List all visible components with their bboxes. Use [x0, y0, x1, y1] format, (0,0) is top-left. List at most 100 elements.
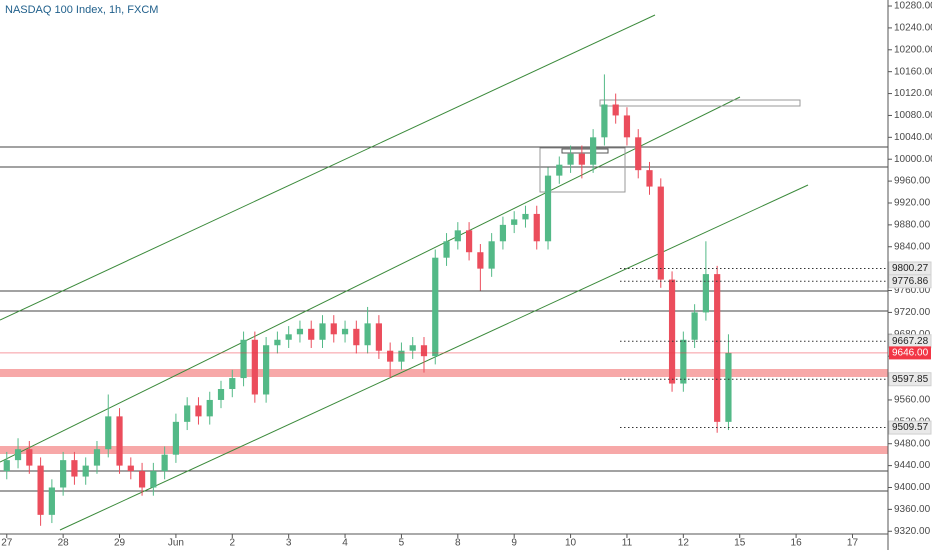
candle-body	[71, 460, 78, 477]
candle-body	[206, 399, 213, 417]
candle-body	[488, 241, 495, 269]
y-tick-label: 9400.00	[894, 482, 931, 493]
candle-body	[37, 465, 44, 515]
candle-body	[387, 350, 394, 362]
candle-body	[274, 339, 281, 346]
candle-body	[217, 389, 225, 400]
channel-line	[0, 14, 656, 321]
y-tick-label: 10040.00	[894, 132, 932, 143]
box	[599, 99, 801, 107]
y-tick-label: 10240.00	[894, 23, 932, 34]
candle-body	[93, 449, 101, 466]
candle-body	[3, 460, 10, 472]
candle-body	[172, 421, 180, 455]
candle-body	[285, 334, 292, 340]
candle-body	[590, 137, 597, 165]
candle-body	[646, 170, 653, 187]
candle-body	[353, 328, 360, 346]
price-label: 9597.85	[892, 374, 929, 385]
x-tick-label: 4	[342, 538, 348, 549]
x-tick-label: 9	[511, 538, 517, 549]
y-tick-label: 9960.00	[894, 176, 931, 187]
candle-body	[195, 405, 202, 417]
candle-body	[714, 274, 721, 422]
y-tick-label: 9760.00	[894, 285, 931, 296]
candle-body	[398, 350, 405, 362]
candle-body	[556, 164, 563, 176]
x-tick-label: 11	[622, 538, 633, 549]
candle-body	[116, 416, 123, 466]
candle-body	[612, 104, 619, 116]
drawings	[0, 14, 888, 531]
candle-body	[454, 230, 461, 242]
price-label: 9667.28	[892, 336, 929, 347]
candle-body	[105, 416, 112, 450]
y-tick-label: 9840.00	[894, 241, 931, 252]
price-label: 9776.86	[892, 276, 929, 287]
candle-body	[635, 137, 642, 171]
price-label-box	[888, 274, 932, 289]
candle-body	[60, 460, 67, 488]
candle-body	[263, 345, 270, 395]
candle-body	[443, 241, 450, 258]
price-label-box	[888, 420, 932, 435]
y-tick-label: 10120.00	[894, 88, 932, 99]
zone	[0, 446, 888, 454]
candle-body	[680, 339, 687, 384]
candle-body	[601, 104, 608, 138]
candle-body	[725, 352, 732, 422]
y-tick-label: 10080.00	[894, 110, 932, 121]
y-tick-label: 10280.00	[894, 1, 932, 12]
candle-body	[138, 471, 146, 488]
x-tick-label: 3	[286, 538, 292, 549]
candle-body	[341, 328, 349, 335]
candle-body	[511, 219, 518, 225]
x-tick-label: 10	[565, 538, 577, 549]
chart-title: NASDAQ 100 Index, 1h, FXCM	[5, 4, 158, 16]
last-price-label: 9646.00	[892, 348, 929, 359]
candle-body	[150, 471, 157, 488]
y-tick-label: 9480.00	[894, 438, 931, 449]
y-tick-label: 9880.00	[894, 220, 931, 231]
x-tick-label: 5	[399, 538, 405, 549]
candle-body	[330, 323, 337, 335]
candle-body	[319, 323, 326, 340]
y-tick-label: 9320.00	[894, 526, 931, 537]
candle-body	[533, 213, 540, 242]
zone	[0, 369, 888, 377]
x-tick-label: 15	[734, 538, 746, 549]
candle-body	[296, 328, 304, 335]
candle-body	[127, 465, 134, 472]
x-tick-label: Jun	[168, 538, 184, 549]
y-tick-label: 10000.00	[894, 154, 932, 165]
candle-body	[375, 323, 382, 351]
candle-body	[48, 487, 55, 515]
candle-body	[465, 230, 473, 253]
y-tick-label: 9720.00	[894, 307, 931, 318]
x-tick-label: 12	[678, 538, 690, 549]
x-tick-label: 17	[847, 538, 859, 549]
candle-body	[657, 186, 664, 280]
price-label-box	[888, 372, 932, 387]
candle-body	[544, 175, 552, 242]
y-tick-label: 9560.00	[894, 395, 931, 406]
candle-body	[420, 345, 428, 357]
y-tick-label: 9360.00	[894, 504, 931, 515]
candle-body	[251, 339, 258, 395]
candle-body	[668, 279, 676, 384]
candle-body	[691, 312, 698, 340]
candle-body	[82, 465, 89, 477]
candle-body	[702, 274, 709, 313]
candle-body	[522, 213, 529, 220]
y-tick-label: 9920.00	[894, 198, 931, 209]
x-tick-label: 27	[1, 538, 13, 549]
box	[539, 147, 626, 193]
x-tick-label: 28	[58, 538, 70, 549]
box	[561, 148, 609, 154]
candle-body	[229, 378, 236, 390]
last-price-box	[889, 346, 931, 360]
candle-body	[364, 323, 371, 346]
y-tick-label: 10160.00	[894, 66, 932, 77]
price-label: 9800.27	[892, 263, 929, 274]
